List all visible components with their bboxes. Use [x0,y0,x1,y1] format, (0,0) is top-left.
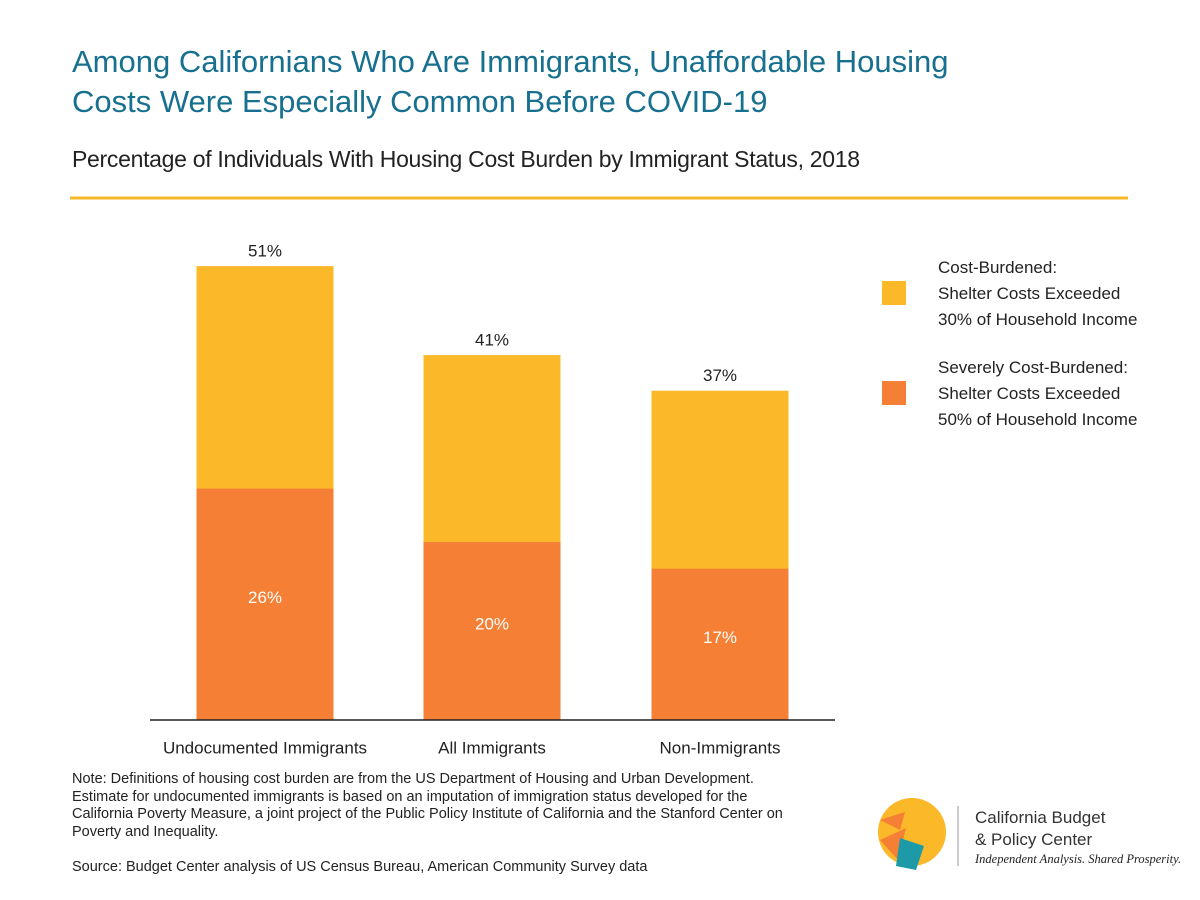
legend-label: Severely Cost-Burdened: Shelter Costs Ex… [938,358,1138,429]
chart-subtitle: Percentage of Individuals With Housing C… [72,146,860,172]
value-label: 37% [703,366,737,385]
value-label: 20% [475,614,509,633]
legend-swatch [882,381,906,405]
x-tick-label: All Immigrants [438,738,546,757]
value-label: 26% [248,588,282,607]
value-label: 17% [703,628,737,647]
logo-icon [878,798,959,870]
legend-label: Cost-Burdened: Shelter Costs Exceeded 30… [938,258,1138,329]
bar [423,542,561,720]
source: Source: Budget Center analysis of US Cen… [72,859,648,875]
x-tick-label: Non-Immigrants [660,738,781,757]
value-label: 51% [248,242,282,261]
logo-tagline: Independent Analysis. Shared Prosperity. [975,852,1182,866]
bar [196,488,334,720]
x-tick-label: Undocumented Immigrants [163,738,367,757]
chart-title: Among Californians Who Are Immigrants, U… [72,44,949,119]
bar [651,568,789,720]
logo-text: & Policy Center [975,830,1093,849]
value-label: 41% [475,331,509,350]
logo-text: California Budget [975,808,1106,827]
note: Note: Definitions of housing cost burden… [72,771,783,840]
legend-swatch [882,281,906,305]
